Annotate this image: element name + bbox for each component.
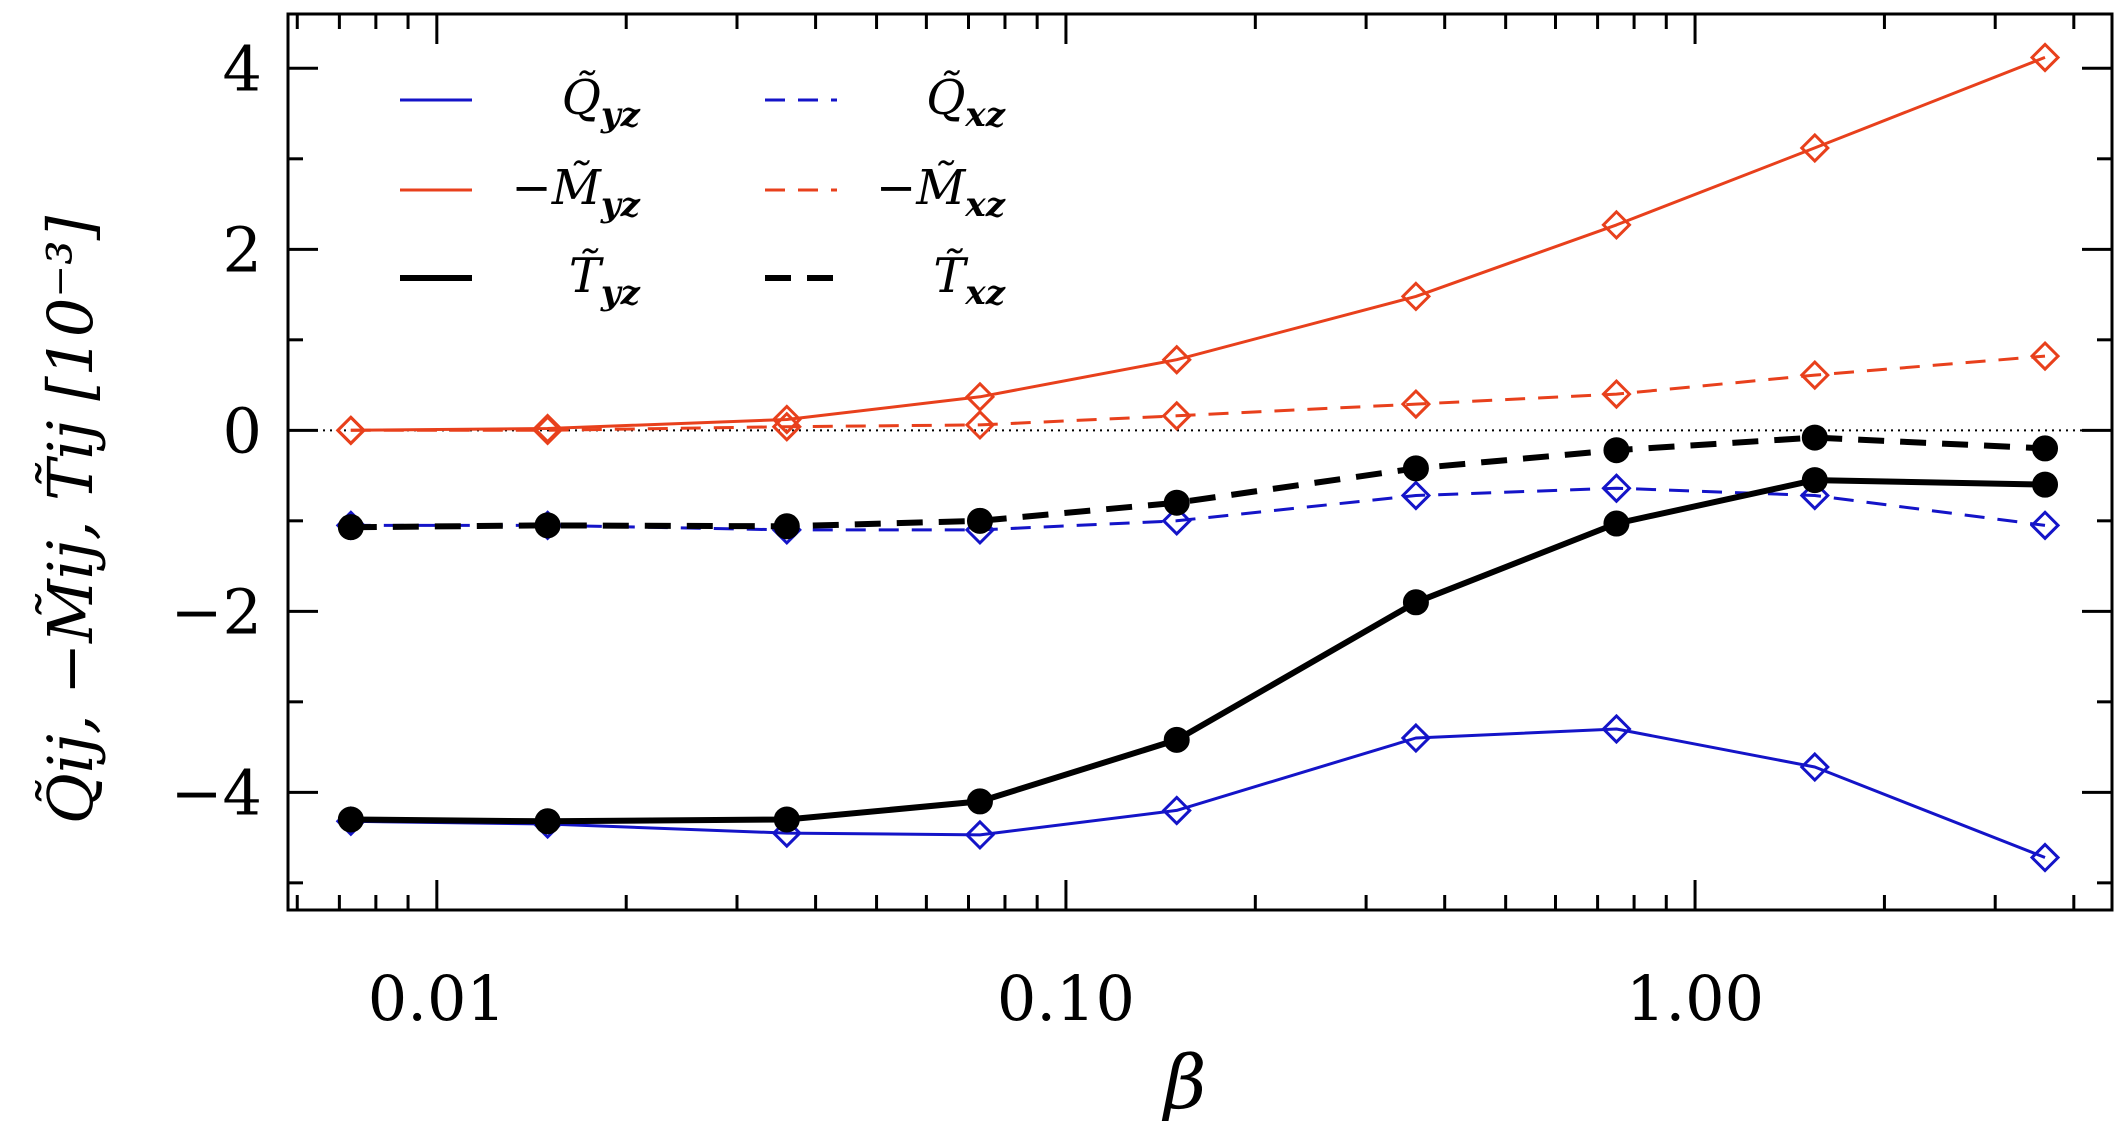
y-tick-label: −4 <box>171 756 262 829</box>
data-point <box>2029 42 2061 73</box>
data-point <box>534 512 561 539</box>
y-tick-label: 4 <box>223 32 262 105</box>
data-point <box>1603 510 1630 537</box>
data-point <box>1799 359 1830 391</box>
data-point <box>2032 471 2059 498</box>
data-point <box>1601 209 1632 240</box>
data-point <box>337 806 364 833</box>
series-line <box>350 477 2046 825</box>
data-point <box>1400 281 1432 312</box>
data-point <box>1799 132 1830 164</box>
data-point <box>1161 344 1192 375</box>
legend-label: Q̃xz <box>926 68 1006 135</box>
legend-label: Q̃yz <box>562 68 641 135</box>
series-line <box>350 56 2046 432</box>
x-tick-label: 0.01 <box>368 962 506 1035</box>
data-point <box>1402 455 1429 482</box>
legend-entry-m-xz: −M̃xz <box>765 158 1006 225</box>
legend-entry-q-xz: Q̃xz <box>765 68 1006 135</box>
data-point <box>771 404 802 435</box>
data-point <box>532 413 563 444</box>
data-point <box>966 507 993 534</box>
series-m-yz <box>335 42 2061 446</box>
x-axis-title: β <box>1161 1040 1207 1121</box>
axes-layer: 0.01 0.10 1.00 −4 −2 0 2 4 <box>171 12 2114 1035</box>
series-line <box>350 434 2046 531</box>
y-tick-label: 2 <box>223 213 262 286</box>
series-q-yz <box>335 713 2061 873</box>
legend-label: T̃yz <box>569 246 641 313</box>
legend-label: −M̃yz <box>512 158 641 225</box>
data-point <box>1601 378 1632 410</box>
series-line <box>350 354 2046 432</box>
data-point <box>773 806 800 833</box>
data-point <box>1161 505 1192 536</box>
series-layer <box>335 42 2061 873</box>
data-point <box>1161 795 1192 826</box>
legend-entry-q-yz: Q̃yz <box>400 68 641 135</box>
legend: Q̃yz Q̃xz −M̃yz −M̃xz T̃yz T̃xz <box>400 68 1006 313</box>
x-tick-label: 0.10 <box>997 962 1135 1035</box>
series-t-yz <box>337 467 2059 835</box>
data-point <box>964 409 996 441</box>
series-t-xz <box>337 424 2059 541</box>
data-point <box>2029 510 2061 541</box>
data-point <box>335 415 366 446</box>
y-tick-label: −2 <box>171 575 262 648</box>
legend-label: T̃xz <box>933 246 1005 313</box>
y-axis-title: Q̃ij, −M̃ij, T̃ij [10⁻³] <box>34 215 107 824</box>
data-point <box>1400 388 1432 420</box>
legend-entry-t-yz: T̃yz <box>400 246 641 313</box>
data-point <box>1163 489 1190 516</box>
plot-frame <box>286 12 2114 912</box>
data-point <box>1601 713 1632 745</box>
data-point <box>1799 480 1830 511</box>
data-point <box>1163 726 1190 753</box>
data-point <box>2032 435 2059 462</box>
data-point <box>1161 400 1192 431</box>
data-point <box>1601 473 1632 504</box>
legend-label: −M̃xz <box>876 158 1006 225</box>
data-point <box>534 808 561 835</box>
legend-entry-t-xz: T̃xz <box>765 246 1006 313</box>
data-point <box>1801 467 1828 494</box>
x-tick-label: 1.00 <box>1626 962 1764 1035</box>
data-point <box>1801 424 1828 451</box>
data-point <box>1603 437 1630 464</box>
data-point <box>1400 722 1432 754</box>
series-line <box>350 727 2046 859</box>
legend-entry-m-yz: −M̃yz <box>400 158 641 225</box>
data-point <box>966 788 993 815</box>
data-point <box>1400 480 1432 511</box>
series-m-xz <box>335 340 2061 446</box>
data-point <box>964 381 996 412</box>
data-point <box>337 514 364 541</box>
data-point <box>964 819 996 851</box>
data-point <box>1402 589 1429 616</box>
data-point <box>773 513 800 540</box>
data-point <box>2029 340 2061 372</box>
data-point <box>1799 751 1830 783</box>
y-tick-label: 0 <box>223 394 262 467</box>
data-point <box>2029 842 2061 873</box>
